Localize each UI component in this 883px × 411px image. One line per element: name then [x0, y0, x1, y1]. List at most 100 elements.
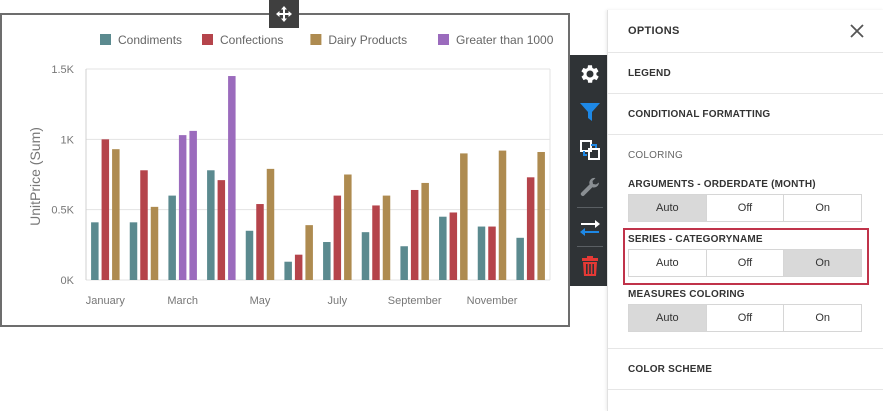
group-label: ARGUMENTS - ORDERDATE (MONTH) — [628, 179, 816, 190]
legend-entry: Condiments — [118, 33, 182, 47]
bar-condiments — [129, 222, 138, 280]
move-icon — [276, 6, 292, 22]
y-tick-label: 0.5K — [51, 205, 74, 217]
bar-condiments — [168, 195, 176, 280]
filter-button[interactable] — [570, 93, 610, 131]
series-on-button[interactable]: On — [784, 250, 862, 276]
interactivity-icon — [580, 140, 600, 160]
toolbar-separator — [577, 207, 603, 208]
arguments-auto-button[interactable]: Auto — [629, 195, 707, 221]
x-tick-label: November — [467, 295, 518, 307]
close-icon — [850, 24, 864, 38]
legend-entry: Confections — [220, 33, 283, 47]
bar-dairy-products — [344, 174, 352, 280]
x-tick-label: March — [167, 295, 198, 307]
filter-icon — [580, 103, 600, 121]
swap-icon — [580, 220, 600, 236]
section-conditional-formatting[interactable]: CONDITIONAL FORMATTING — [608, 94, 883, 135]
bar-confections — [101, 139, 110, 280]
bar-chart: 0K 0.5K 1K 1.5K UnitPrice (Sum) January March M… — [27, 33, 554, 307]
bar-condiments — [91, 222, 99, 280]
delete-button[interactable] — [570, 247, 610, 285]
panel-header: OPTIONS — [608, 10, 883, 53]
move-handle[interactable] — [269, 0, 299, 28]
bar-dairy-products — [266, 168, 275, 280]
toolbar-separator — [577, 246, 603, 247]
arguments-coloring-toggle: Auto Off On — [628, 194, 862, 222]
bar-condiments — [323, 242, 331, 280]
bar-condiments — [361, 232, 370, 280]
legend-swatch — [100, 34, 111, 45]
section-coloring-title[interactable]: COLORING — [608, 135, 883, 175]
section-legend[interactable]: LEGEND — [608, 53, 883, 94]
bar-dairy-products — [305, 225, 313, 280]
bar-greater-than-1000 — [178, 135, 187, 280]
measures-auto-button[interactable]: Auto — [629, 305, 707, 331]
x-tick-label: May — [250, 295, 271, 307]
series-coloring-group: SERIES - CATEGORYNAME Auto Off On — [608, 228, 883, 285]
bar-condiments — [439, 216, 447, 280]
bar-dairy-products — [460, 153, 468, 280]
bar-confections — [449, 212, 458, 280]
bar-confections — [256, 204, 264, 280]
bar-condiments — [245, 230, 254, 280]
bar-condiments — [477, 226, 486, 280]
gear-icon — [581, 65, 599, 83]
section-legend-label: LEGEND — [628, 67, 671, 79]
bar-confections — [140, 170, 148, 280]
y-tick-label: 1.5K — [51, 64, 74, 76]
legend-swatch — [310, 34, 322, 45]
series-auto-button[interactable]: Auto — [629, 250, 707, 276]
legend-entry: Dairy Products — [328, 33, 407, 47]
bar-condiments — [284, 261, 292, 280]
bar-greater-than-1000 — [189, 130, 197, 280]
measures-coloring-toggle: Auto Off On — [628, 304, 862, 332]
bar-condiments — [516, 237, 524, 280]
bar-confections — [294, 254, 303, 280]
measures-on-button[interactable]: On — [784, 305, 862, 331]
bar-confections — [410, 189, 419, 280]
bar-condiments — [207, 170, 215, 280]
bar-dairy-products — [150, 206, 159, 280]
panel-title: OPTIONS — [628, 25, 680, 37]
arguments-off-button[interactable]: Off — [706, 195, 785, 221]
bar-dairy-products — [537, 151, 545, 280]
chart-card[interactable]: 0K 0.5K 1K 1.5K UnitPrice (Sum) January March M… — [0, 13, 570, 327]
section-color-scheme[interactable]: COLOR SCHEME — [608, 349, 883, 390]
bar-confections — [372, 205, 380, 280]
legend-swatch — [202, 34, 213, 45]
bar-confections — [488, 226, 496, 280]
arguments-on-button[interactable]: On — [784, 195, 862, 221]
wrench-icon — [580, 177, 599, 196]
x-tick-label: July — [328, 295, 348, 307]
bar-confections — [217, 180, 226, 280]
item-toolbar — [570, 55, 610, 286]
x-tick-label: January — [86, 295, 126, 307]
group-label: MEASURES COLORING — [628, 289, 745, 300]
legend-entry: Greater than 1000 — [456, 33, 554, 47]
bar-dairy-products — [421, 182, 429, 280]
interactivity-button[interactable] — [570, 131, 610, 169]
bar-confections — [333, 195, 342, 280]
coloring-section: COLORING ARGUMENTS - ORDERDATE (MONTH) A… — [608, 135, 883, 349]
group-label: SERIES - CATEGORYNAME — [628, 234, 763, 245]
options-gear-button[interactable] — [570, 55, 610, 93]
series-off-button[interactable]: Off — [706, 250, 785, 276]
wrench-button[interactable] — [570, 169, 610, 207]
measures-coloring-group: MEASURES COLORING Auto Off On — [608, 285, 883, 332]
trash-icon — [582, 256, 598, 276]
close-button[interactable] — [850, 24, 864, 38]
section-conditional-formatting-label: CONDITIONAL FORMATTING — [628, 108, 771, 120]
y-tick-label: 1K — [61, 134, 75, 146]
bar-confections — [526, 177, 535, 280]
bar-greater-than-1000 — [228, 76, 236, 281]
swap-button[interactable] — [570, 208, 610, 246]
series-coloring-toggle: Auto Off On — [628, 249, 862, 277]
measures-off-button[interactable]: Off — [706, 305, 785, 331]
y-axis-title: UnitPrice (Sum) — [27, 127, 43, 226]
legend-swatch — [438, 34, 449, 45]
options-panel: OPTIONS LEGEND CONDITIONAL FORMATTING CO… — [607, 10, 883, 411]
bar-dairy-products — [382, 195, 391, 280]
x-tick-label: September — [388, 295, 442, 307]
y-tick-label: 0K — [61, 275, 75, 287]
